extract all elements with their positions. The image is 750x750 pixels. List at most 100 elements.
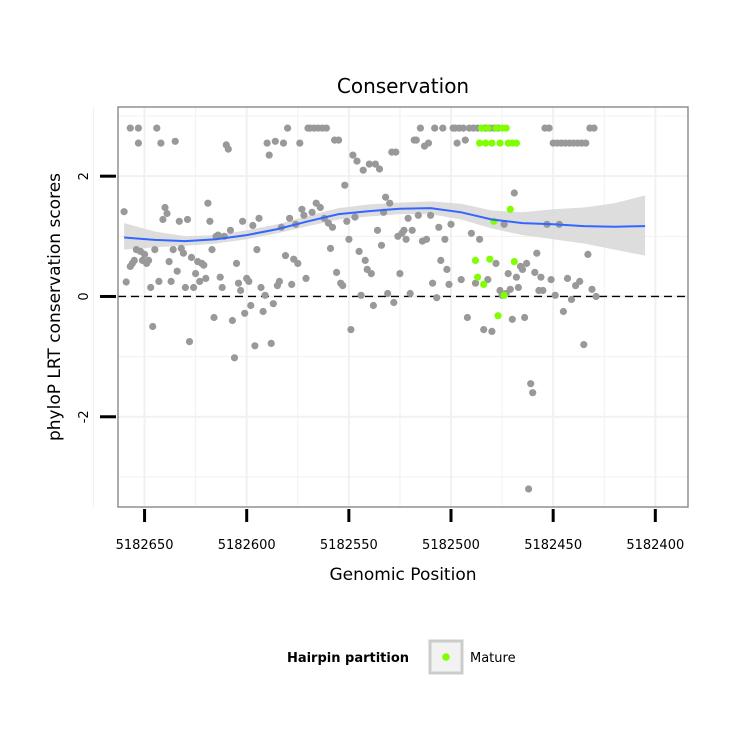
other-point — [582, 139, 590, 147]
other-point — [406, 289, 414, 298]
other-point — [335, 136, 343, 144]
other-point — [149, 322, 157, 331]
other-point — [167, 277, 175, 285]
other-point — [588, 285, 596, 293]
other-point — [500, 220, 508, 228]
other-point — [134, 139, 142, 147]
other-point — [126, 124, 134, 132]
other-point — [230, 354, 239, 362]
other-point — [471, 279, 480, 287]
other-point — [390, 298, 398, 307]
other-point — [286, 214, 294, 222]
other-point — [237, 286, 245, 295]
other-point — [510, 189, 518, 197]
other-point — [179, 249, 187, 257]
other-point — [563, 274, 572, 282]
other-point — [284, 124, 292, 132]
grid-lines — [92, 107, 688, 507]
other-point — [269, 300, 277, 308]
other-point — [422, 235, 431, 243]
smooth-line — [124, 207, 646, 243]
mature-point — [484, 124, 492, 132]
chart-title: Conservation — [337, 74, 469, 98]
other-point — [206, 217, 214, 225]
other-point — [504, 270, 512, 278]
other-point — [443, 265, 451, 273]
other-point — [545, 124, 553, 132]
other-point — [267, 339, 275, 347]
mature-point — [486, 255, 494, 263]
other-point — [187, 253, 196, 261]
mature-points — [471, 124, 521, 320]
other-point — [255, 214, 263, 222]
other-point — [216, 273, 224, 281]
other-point — [527, 380, 535, 388]
other-point — [506, 285, 514, 293]
mature-point — [478, 124, 486, 132]
other-point — [169, 246, 177, 254]
other-point — [339, 282, 347, 290]
other-point — [122, 278, 130, 286]
other-point — [251, 342, 259, 350]
other-point — [441, 235, 449, 243]
other-point — [416, 124, 424, 132]
other-point — [261, 291, 269, 299]
other-point — [157, 139, 165, 147]
other-point — [373, 226, 382, 234]
other-point — [153, 124, 161, 132]
other-point — [392, 148, 400, 156]
other-point — [459, 124, 467, 132]
other-point — [265, 151, 273, 159]
other-point — [480, 326, 488, 334]
other-point — [349, 151, 357, 159]
other-point — [375, 165, 384, 173]
other-point — [508, 315, 516, 323]
other-point — [294, 259, 302, 267]
other-point — [271, 137, 279, 145]
other-point — [155, 277, 163, 285]
other-point — [592, 292, 600, 301]
other-point — [396, 270, 404, 278]
other-point — [163, 209, 171, 218]
other-point — [400, 226, 408, 234]
other-point — [445, 280, 453, 288]
other-point — [288, 280, 296, 288]
other-point — [196, 277, 204, 285]
mature-point — [512, 139, 521, 147]
other-point — [369, 301, 377, 310]
other-point — [567, 295, 576, 304]
other-point — [175, 217, 183, 225]
other-point — [386, 199, 394, 207]
legend-key-mature — [442, 653, 450, 661]
other-point — [514, 283, 523, 292]
other-point — [433, 294, 441, 302]
other-point — [145, 256, 153, 264]
other-point — [234, 279, 243, 287]
other-point — [531, 268, 539, 276]
other-point — [141, 250, 149, 258]
plot-background — [118, 107, 688, 507]
other-point — [476, 235, 484, 243]
mature-point — [510, 258, 518, 266]
other-point — [249, 221, 257, 230]
other-point — [161, 203, 169, 212]
other-point — [218, 283, 226, 292]
mature-point — [482, 139, 490, 147]
other-point — [232, 259, 241, 267]
other-point — [322, 124, 330, 132]
other-point — [533, 249, 541, 257]
other-point — [439, 124, 447, 132]
y-tick-label: 0 — [77, 292, 92, 300]
other-point — [259, 307, 267, 316]
other-point — [447, 220, 455, 228]
x-tick-label: 5182400 — [626, 538, 684, 553]
other-points — [120, 124, 600, 493]
other-point — [171, 137, 179, 145]
other-point — [537, 273, 545, 281]
other-point — [424, 139, 433, 147]
confidence-ribbon — [124, 195, 646, 256]
other-point — [382, 193, 390, 201]
other-point — [357, 291, 365, 299]
other-point — [247, 301, 255, 310]
other-point — [173, 267, 181, 275]
